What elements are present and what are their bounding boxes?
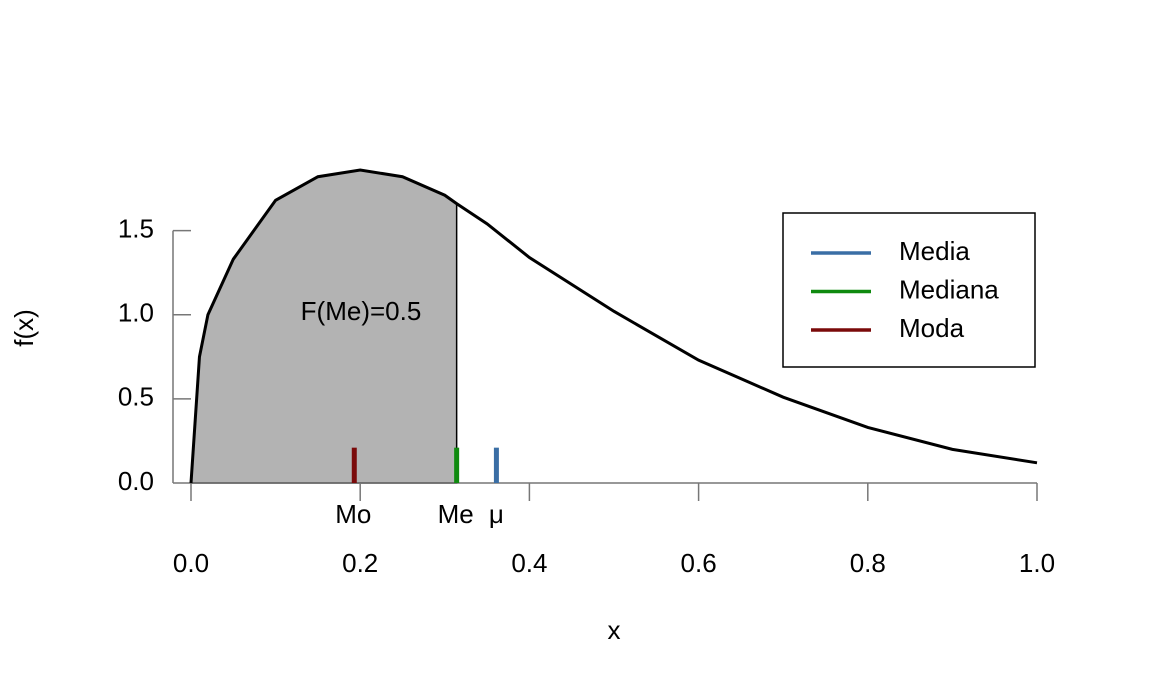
- legend-label: Media: [899, 236, 970, 266]
- y-tick-label: 0.0: [118, 466, 154, 496]
- x-tick-label: 0.6: [681, 548, 717, 578]
- y-tick-label: 1.5: [118, 213, 154, 243]
- x-tick-label: 1.0: [1019, 548, 1055, 578]
- legend-label: Mediana: [899, 274, 999, 304]
- legend-label: Moda: [899, 313, 965, 343]
- density-curve: [189, 168, 1038, 484]
- x-tick-label: 0.8: [850, 548, 886, 578]
- marker-label: Mo: [335, 499, 371, 529]
- y-tick-label: 1.0: [118, 298, 154, 328]
- x-tick-label: 0.4: [511, 548, 547, 578]
- y-axis-label: f(x): [9, 309, 39, 347]
- shaded-area: [190, 169, 458, 484]
- x-tick-label: 0.0: [173, 548, 209, 578]
- marker-label: Me: [438, 499, 474, 529]
- annotation: F(Me)=0.5: [301, 296, 422, 326]
- x-axis-label: x: [608, 615, 621, 645]
- x-tick-label: 0.2: [342, 548, 378, 578]
- y-tick-label: 0.5: [118, 382, 154, 412]
- marker-label: μ: [489, 499, 504, 529]
